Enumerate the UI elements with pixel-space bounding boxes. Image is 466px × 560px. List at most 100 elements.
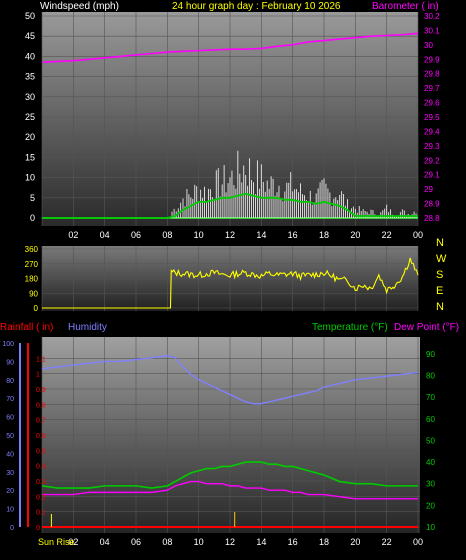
rainfall-label: Rainfall ( in) bbox=[0, 322, 53, 333]
barometer-tick-label: 29.4 bbox=[424, 127, 440, 136]
direction-tick-label: 180 bbox=[25, 275, 39, 284]
rainfall-tick-label: 1.1 bbox=[36, 356, 46, 363]
sunrise-label: Sun Rise bbox=[38, 537, 75, 547]
windspeed-tick-label: 35 bbox=[25, 72, 35, 82]
x-tick-label: 08 bbox=[162, 537, 172, 547]
barometer-tick-label: 29.2 bbox=[424, 156, 440, 165]
x-tick-label: 12 bbox=[225, 537, 235, 547]
barometer-tick-label: 29.1 bbox=[424, 171, 440, 180]
humidity-tick-label: 80 bbox=[6, 378, 14, 385]
rainfall-tick-label: 0.5 bbox=[36, 448, 46, 455]
wind-average-line bbox=[42, 192, 418, 219]
x-tick-label: 20 bbox=[350, 230, 360, 240]
rainfall-tick-label: 0.1 bbox=[36, 510, 46, 517]
dewpoint-label: Dew Point (°F) bbox=[394, 322, 459, 333]
temperature-tick-label: 80 bbox=[426, 371, 435, 380]
windspeed-axis: 0 5 10 15 20 25 30 35 40 45 50 bbox=[25, 11, 35, 223]
x-tick-label: 18 bbox=[319, 230, 329, 240]
x-tick-label: 08 bbox=[162, 230, 172, 240]
direction-tick-label: 0 bbox=[34, 304, 39, 313]
rainfall-tick-label: 0.2 bbox=[36, 494, 46, 501]
barometer-tick-label: 29.6 bbox=[424, 99, 440, 108]
x-tick-label: 02 bbox=[68, 537, 78, 547]
barometer-tick-label: 29.5 bbox=[424, 113, 440, 122]
rainfall-axis: 0 0.1 0.2 0.3 0.4 0.5 0.6 0.7 0.8 0.9 1 1.1 bbox=[27, 343, 46, 532]
barometer-tick-label: 29.8 bbox=[424, 70, 440, 79]
windspeed-tick-label: 0 bbox=[30, 213, 35, 223]
barometer-line bbox=[41, 32, 419, 63]
temp-x-axis: 02 04 06 08 10 12 14 16 18 20 22 00 bbox=[68, 537, 423, 547]
x-tick-label: 10 bbox=[194, 230, 204, 240]
temperature-tick-label: 40 bbox=[426, 458, 435, 467]
direction-panel-grid bbox=[41, 246, 419, 311]
rainfall-tick-label: 0.6 bbox=[36, 433, 46, 440]
x-tick-label: 02 bbox=[68, 230, 78, 240]
barometer-tick-label: 29.3 bbox=[424, 142, 440, 151]
humidity-tick-label: 0 bbox=[10, 525, 14, 532]
humidity-tick-label: 40 bbox=[6, 451, 14, 458]
temperature-tick-label: 60 bbox=[426, 415, 435, 424]
humidity-tick-label: 100 bbox=[2, 341, 14, 348]
rainfall-tick-label: 0.3 bbox=[36, 479, 46, 486]
temperature-tick-label: 30 bbox=[426, 480, 435, 489]
rainfall-tick-label: 0.4 bbox=[36, 464, 46, 471]
windspeed-tick-label: 50 bbox=[25, 11, 35, 21]
wind-x-axis: 02 04 06 08 10 12 14 16 18 20 22 00 bbox=[68, 230, 423, 240]
humidity-tick-label: 10 bbox=[6, 507, 14, 514]
windspeed-tick-label: 5 bbox=[30, 193, 35, 203]
temp-marks bbox=[41, 355, 419, 528]
rainfall-tick-label: 0.9 bbox=[36, 387, 46, 394]
barometer-tick-label: 30.1 bbox=[424, 26, 440, 35]
humidity-tick-label: 30 bbox=[6, 470, 14, 477]
wind-marks bbox=[41, 32, 419, 219]
x-tick-label: 04 bbox=[100, 537, 110, 547]
direction-line bbox=[42, 257, 419, 309]
direction-tick-label: 90 bbox=[29, 289, 38, 298]
rainfall-tick-label: 0.8 bbox=[36, 402, 46, 409]
rainfall-tick-label: 1 bbox=[36, 372, 40, 379]
temperature-tick-label: 50 bbox=[426, 436, 435, 445]
date-title: 24 hour graph day : February 10 2026 bbox=[172, 1, 341, 12]
temperature-axis: 10 20 30 40 50 60 70 80 90 bbox=[426, 350, 435, 532]
direction-marks bbox=[42, 257, 419, 309]
x-tick-label: 06 bbox=[131, 537, 141, 547]
barometer-tick-label: 28.9 bbox=[424, 200, 440, 209]
x-tick-label: 12 bbox=[225, 230, 235, 240]
direction-letter: N bbox=[436, 237, 444, 249]
x-tick-label: 14 bbox=[256, 230, 266, 240]
x-tick-label: 00 bbox=[413, 230, 423, 240]
x-tick-label: 06 bbox=[131, 230, 141, 240]
windspeed-tick-label: 15 bbox=[25, 152, 35, 162]
x-tick-label: 22 bbox=[382, 230, 392, 240]
x-tick-label: 22 bbox=[382, 537, 392, 547]
humidity-tick-label: 50 bbox=[6, 433, 14, 440]
temperature-tick-label: 70 bbox=[426, 393, 435, 402]
windspeed-tick-label: 20 bbox=[25, 132, 35, 142]
temperature-line bbox=[41, 461, 418, 489]
temperature-label: Temperature (°F) bbox=[312, 322, 388, 333]
windspeed-tick-label: 25 bbox=[25, 112, 35, 122]
barometer-tick-label: 30.2 bbox=[424, 12, 440, 21]
x-tick-label: 20 bbox=[350, 537, 360, 547]
humidity-label: Humidity bbox=[68, 322, 107, 333]
temperature-tick-label: 10 bbox=[426, 523, 435, 532]
direction-letter: S bbox=[436, 269, 443, 281]
direction-letter: E bbox=[436, 285, 443, 297]
x-tick-label: 18 bbox=[319, 537, 329, 547]
windspeed-tick-label: 10 bbox=[25, 173, 35, 183]
rainfall-tick-label: 0 bbox=[36, 525, 40, 532]
humidity-tick-label: 70 bbox=[6, 396, 14, 403]
humidity-tick-label: 20 bbox=[6, 488, 14, 495]
x-tick-label: 04 bbox=[100, 230, 110, 240]
barometer-axis: 28.8 28.9 29 29.1 29.2 29.3 29.4 29.5 29.6 29.7 29… bbox=[424, 12, 440, 223]
direction-tick-label: 270 bbox=[25, 260, 39, 269]
x-tick-label: 10 bbox=[194, 537, 204, 547]
rainfall-tick-label: 0.7 bbox=[36, 418, 46, 425]
direction-tick-label: 360 bbox=[25, 245, 39, 254]
barometer-tick-label: 30 bbox=[424, 41, 433, 50]
windspeed-tick-label: 40 bbox=[25, 51, 35, 61]
temperature-tick-label: 20 bbox=[426, 501, 435, 510]
